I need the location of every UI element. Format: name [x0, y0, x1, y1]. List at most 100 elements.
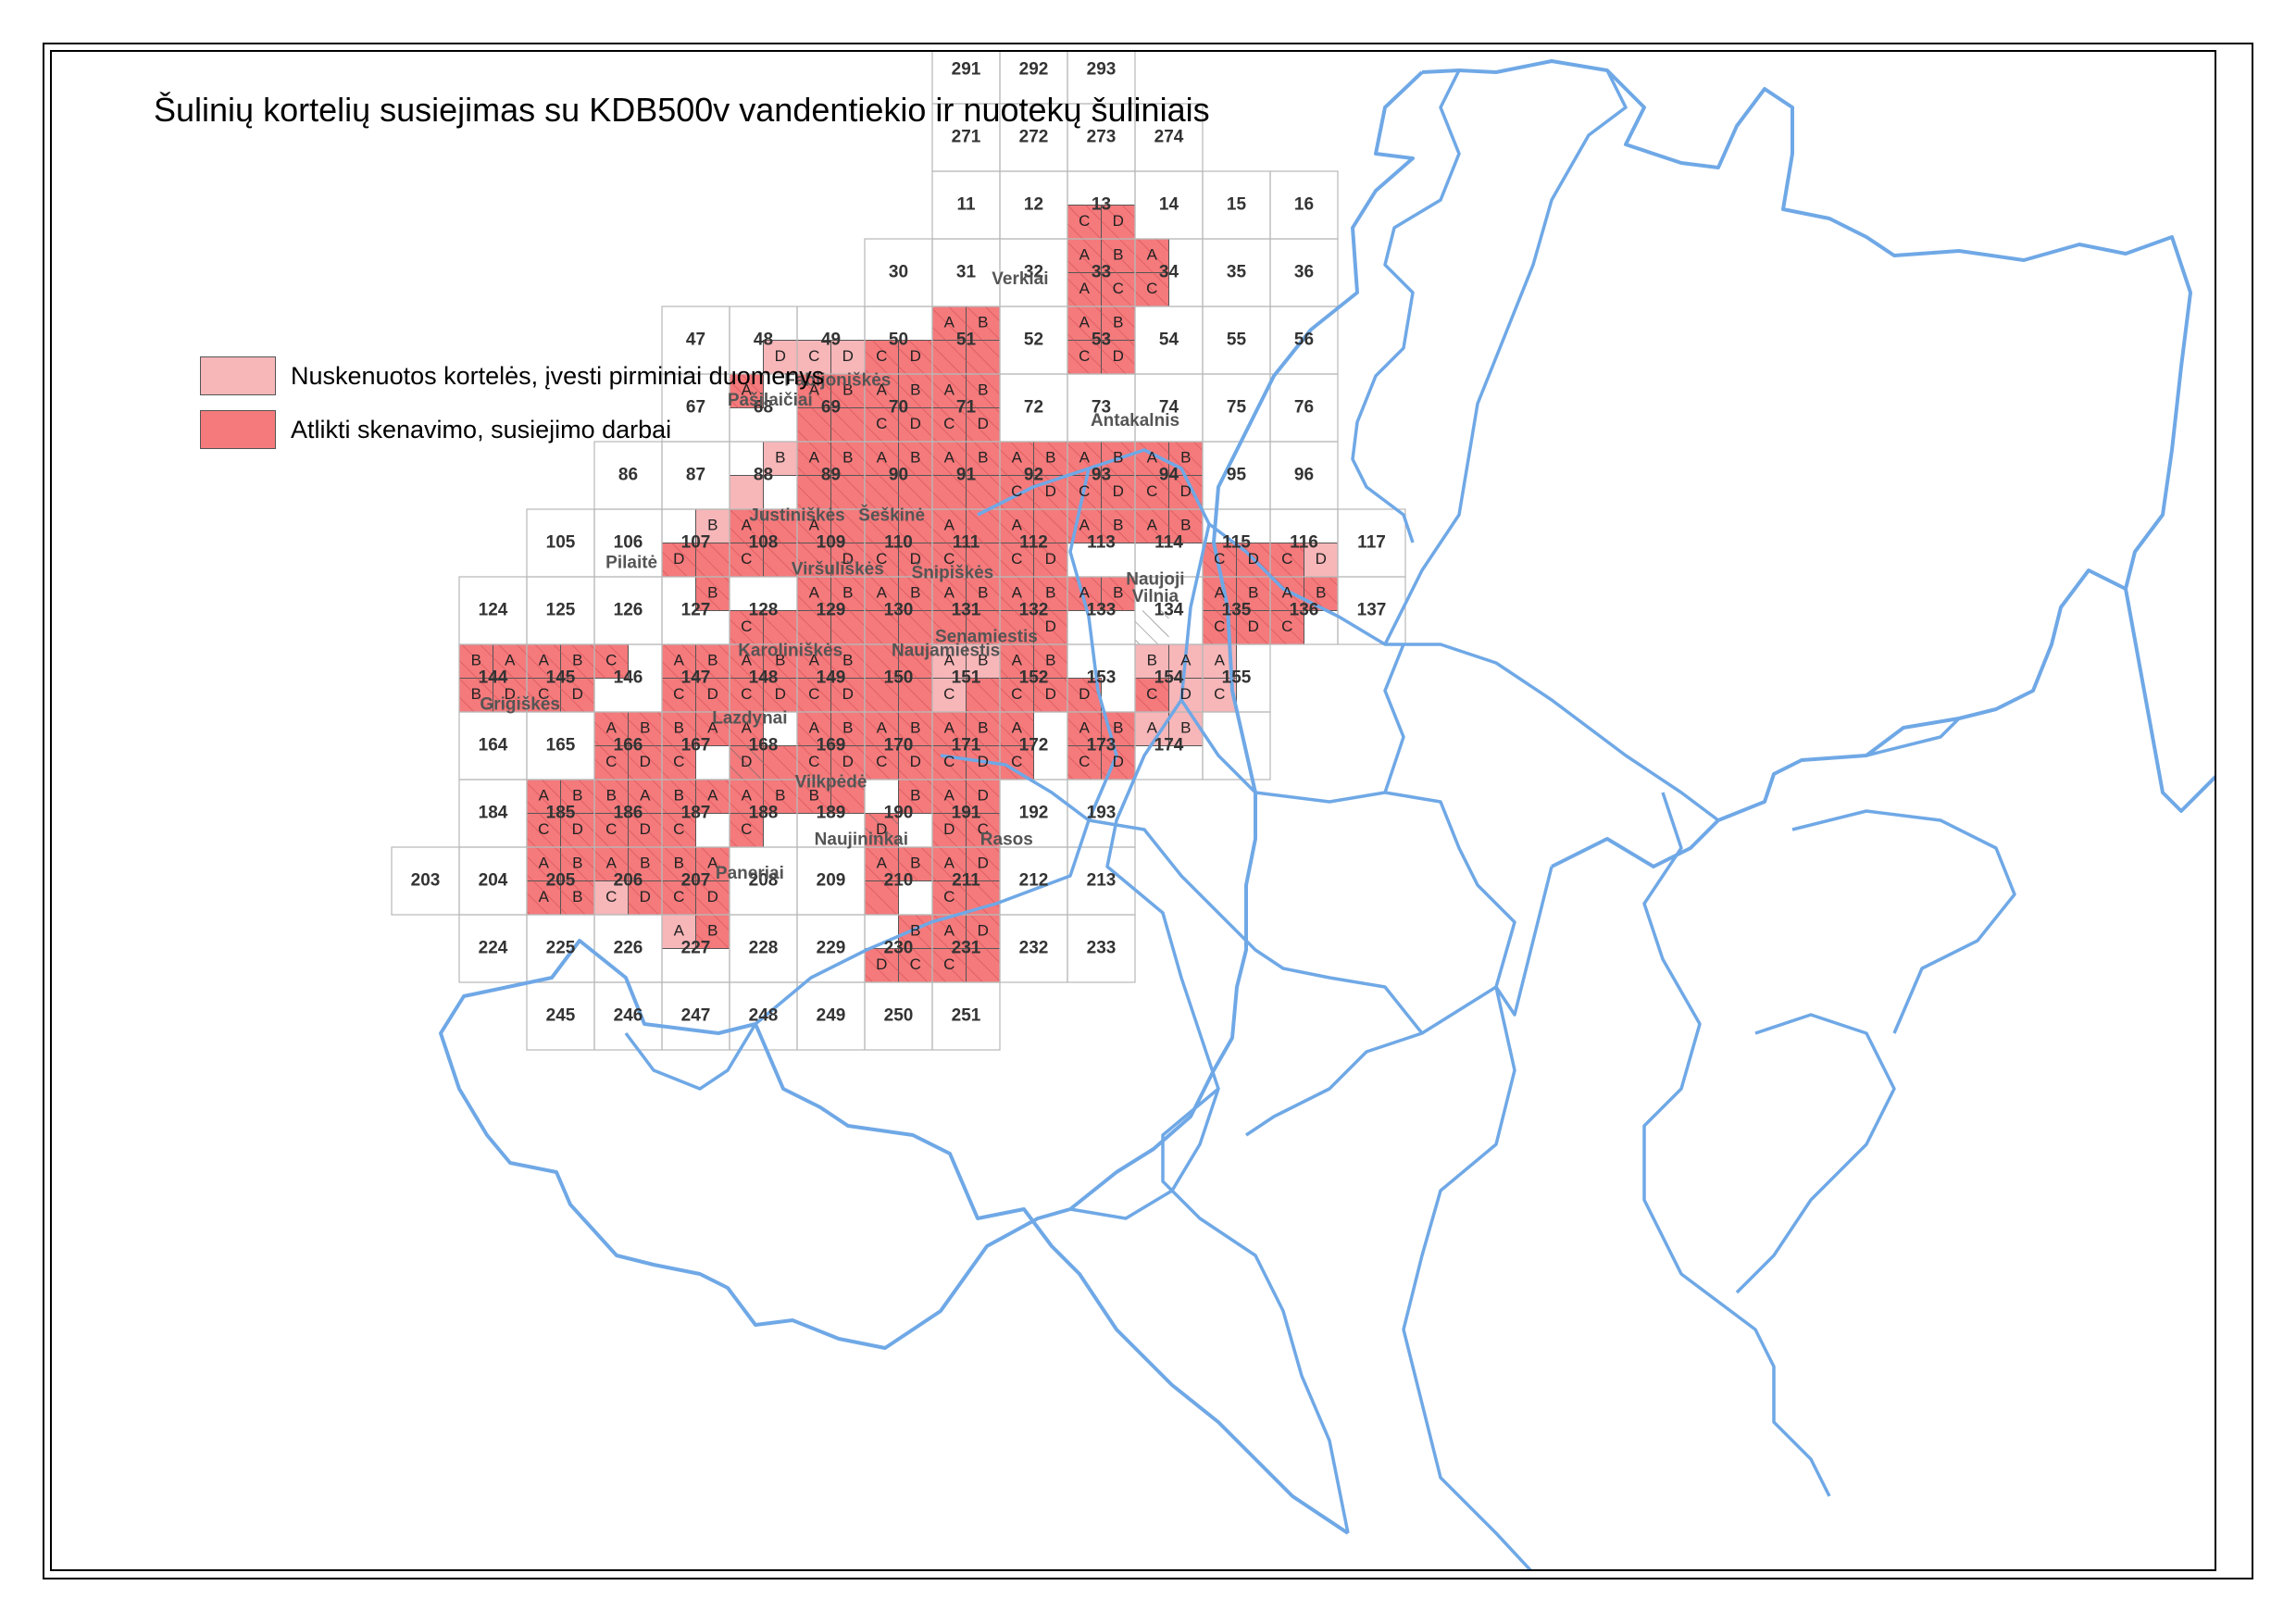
quadrant-letter: A: [944, 381, 955, 399]
tile-150-hatch-D: [898, 678, 932, 712]
quadrant-letter: D: [1180, 685, 1192, 703]
quadrant-letter: D: [673, 550, 684, 568]
tile-number-152: 152: [1019, 668, 1049, 688]
quadrant-letter: A: [944, 449, 955, 467]
quadrant-letter: C: [1079, 482, 1090, 500]
tile-68-hatch-A: [730, 374, 764, 408]
tile-number-171: 171: [952, 736, 981, 755]
tile-number-72: 72: [1024, 398, 1043, 418]
quadrant-letter: B: [1045, 449, 1055, 467]
tile-167-hatch-C: [662, 745, 696, 780]
tile-number-115: 115: [1222, 533, 1251, 553]
tile-152-hatch-D: [1033, 678, 1067, 712]
tile-number-114: 114: [1154, 533, 1183, 553]
quadrant-letter: B: [842, 584, 853, 602]
tile-90-hatch-A: [865, 442, 899, 476]
tile-129-hatch-B: [830, 577, 865, 611]
tile-number-14: 14: [1159, 195, 1179, 215]
tile-206-hatch-A: [594, 847, 629, 881]
tile-number-189: 189: [817, 804, 846, 823]
quadrant-letter: C: [808, 753, 819, 770]
tile-211-hatch-B: [966, 847, 1000, 881]
quadrant-letter: D: [1113, 753, 1124, 770]
district-label: Senamiestis: [935, 628, 1038, 647]
legend-label-completed: Atlikti skenavimo, susiejimo darbai: [291, 415, 672, 443]
tile-148-hatch-B: [763, 644, 797, 679]
quadrant-letter: D: [775, 685, 786, 703]
tile-69-hatch-C: [797, 407, 831, 442]
tile-number-31: 31: [956, 263, 977, 282]
quadrant-letter: B: [572, 787, 582, 805]
quadrant-letter: C: [943, 955, 955, 973]
tile-145-hatch-C: [527, 678, 561, 712]
tile-number-293: 293: [1087, 60, 1117, 80]
quadrant-letter: A: [1079, 584, 1091, 602]
tile-number-168: 168: [749, 736, 779, 755]
tile-230-hatch-D: [898, 948, 932, 982]
quadrant-letter: C: [1146, 280, 1157, 297]
tile-227-quadrant-A: [661, 914, 696, 949]
quadrant-letter: D: [572, 820, 583, 838]
quadrant-letter: D: [978, 415, 989, 432]
tile-number-250: 250: [884, 1006, 914, 1026]
tile-172-hatch-C: [1000, 745, 1034, 780]
quadrant-letter: A: [1079, 280, 1091, 297]
quadrant-letter: D: [640, 888, 651, 905]
quadrant-letter: B: [978, 652, 988, 669]
quadrant-letter: A: [539, 652, 550, 669]
tile-number-172: 172: [1019, 736, 1049, 755]
tile-147-hatch-C: [662, 678, 696, 712]
tile-71-hatch-C: [932, 407, 967, 442]
tile-number-87: 87: [686, 466, 705, 485]
tile-number-174: 174: [1154, 736, 1184, 755]
quadrant-letter: B: [674, 719, 684, 737]
quadrant-letter: A: [877, 855, 888, 872]
tile-number-292: 292: [1019, 60, 1049, 80]
quadrant-letter: A: [1215, 584, 1226, 602]
quadrant-letter: C: [808, 347, 819, 365]
district-line-6: [940, 754, 1424, 1035]
tile-number-33: 33: [1092, 263, 1111, 282]
quadrant-letter: D: [978, 753, 989, 770]
district-line-2: [1383, 69, 1628, 645]
tile-number-117: 117: [1357, 533, 1386, 553]
tile-number-124: 124: [479, 601, 508, 620]
tile-130-hatch-C: [865, 610, 899, 644]
tile-131-hatch-B: [966, 577, 1000, 611]
tile-166-hatch-A: [594, 712, 629, 746]
quadrant-letter: B: [1113, 449, 1123, 467]
tile-168-hatch-A: [730, 712, 764, 746]
district-line-1: [1351, 69, 1461, 543]
quadrant-letter: A: [877, 449, 888, 467]
tile-number-191: 191: [952, 804, 981, 823]
quadrant-letter: B: [809, 787, 819, 805]
tile-152-hatch-A: [1000, 644, 1034, 679]
quadrant-letter: A: [742, 381, 753, 399]
tile-173-hatch-A: [1067, 712, 1102, 746]
tile-number-32: 32: [1024, 263, 1043, 282]
quadrant-letter: A: [877, 584, 888, 602]
tile-number-212: 212: [1019, 871, 1049, 891]
tile-150-hatch-C: [865, 678, 899, 712]
district-label: Pilaitė: [605, 553, 657, 572]
tile-number-153: 153: [1087, 668, 1117, 688]
district-label: Rasos: [980, 830, 1033, 850]
tile-number-165: 165: [546, 736, 576, 755]
quadrant-letter: C: [741, 550, 752, 568]
tile-146-hatch-A: [594, 644, 629, 679]
tile-grid: [391, 52, 1406, 1051]
tile-108-hatch-D: [763, 543, 797, 577]
tile-147-hatch-A: [662, 644, 696, 679]
tile-112-hatch-D: [1033, 543, 1067, 577]
tile-51-hatch-B: [966, 306, 1000, 341]
quadrant-letter: B: [842, 652, 853, 669]
quadrant-letter: D: [1045, 482, 1056, 500]
quadrant-letter: C: [978, 820, 989, 838]
quadrant-letter: C: [741, 618, 752, 635]
district-label: Šnipiškės: [912, 562, 994, 582]
northern-boundary: [1421, 59, 2192, 868]
tile-number-146: 146: [614, 668, 643, 688]
tile-188-hatch-B: [763, 780, 797, 814]
quadrant-letter: A: [707, 719, 718, 737]
